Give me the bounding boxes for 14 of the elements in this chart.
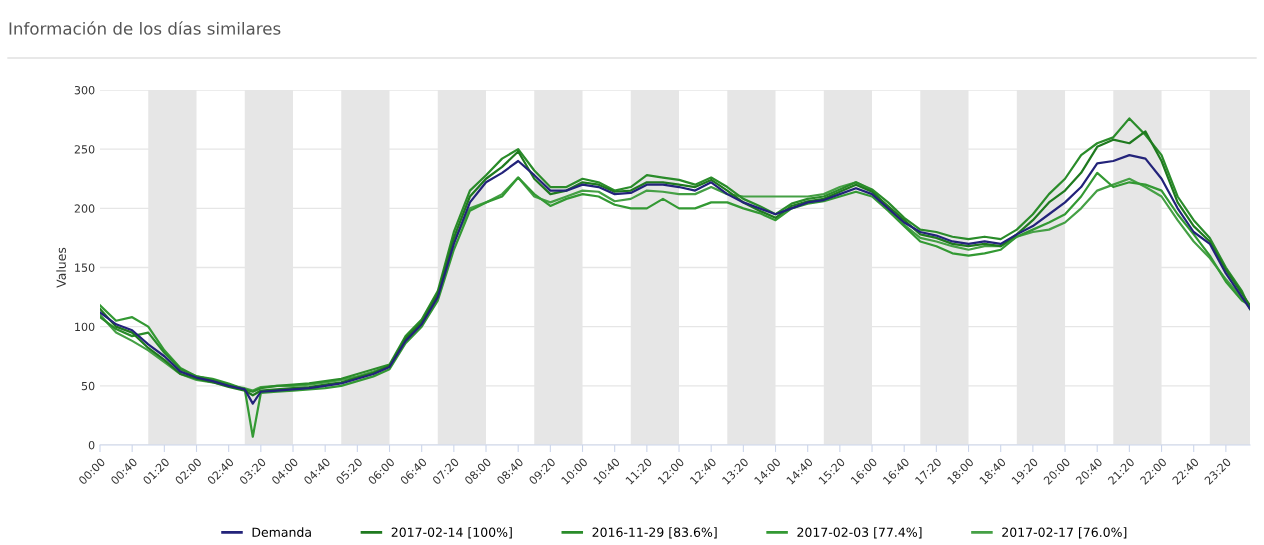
y-tick-label: 100 xyxy=(75,322,95,332)
y-tick-label: 250 xyxy=(74,145,95,154)
legend-label: Demanda xyxy=(252,527,311,537)
y-tick-label: 300 xyxy=(74,85,95,95)
legend-label: 2017-02-14 [100%] xyxy=(391,527,512,539)
y-tick-label: 150 xyxy=(75,263,95,272)
y-tick-label: 50 xyxy=(81,381,95,391)
legend-label: 2017-02-03 [77.4%] xyxy=(797,527,922,539)
legend-label: 2016-11-29 [83.6%] xyxy=(592,527,717,539)
y-axis-title: Values xyxy=(56,247,66,288)
y-tick-label: 200 xyxy=(74,204,95,213)
legend-label: 2017-02-17 [76.0%] xyxy=(1002,527,1127,539)
y-tick-label: 0 xyxy=(88,440,95,450)
chart-title: Información de los días similares xyxy=(9,21,281,35)
